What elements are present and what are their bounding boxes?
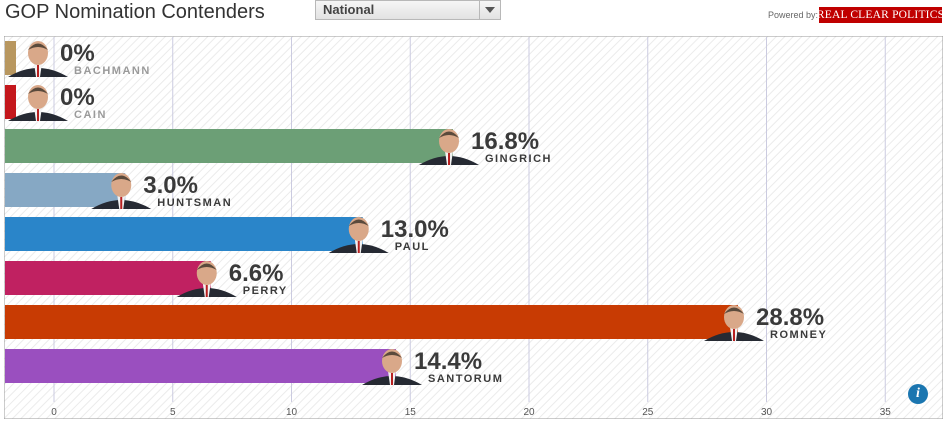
rcp-logo-text: REAL CLEAR POLITICS	[816, 9, 945, 21]
region-select-value: National	[323, 2, 375, 17]
candidate-photo	[176, 261, 237, 297]
value-label: 14.4%	[414, 348, 482, 375]
x-tick-label: 0	[51, 407, 57, 418]
bar[interactable]	[5, 173, 126, 207]
bar-row-huntsman[interactable]: 3.0%HUNTSMAN	[5, 172, 232, 209]
candidate-photo	[328, 217, 389, 253]
bar-row-santorum[interactable]: 14.4%SANTORUM	[5, 348, 503, 385]
category-label: HUNTSMAN	[157, 197, 232, 209]
category-label: BACHMANN	[74, 65, 151, 77]
powered-by-label: Powered by:	[768, 10, 819, 20]
x-tick-label: 10	[286, 407, 298, 418]
header: GOP Nomination Contenders National Power…	[0, 0, 948, 34]
x-tick-label: 20	[523, 407, 535, 418]
value-label: 28.8%	[756, 304, 824, 331]
category-label: SANTORUM	[428, 373, 503, 385]
bar[interactable]	[5, 349, 396, 383]
bar[interactable]	[5, 217, 363, 251]
region-select[interactable]: National	[315, 0, 501, 20]
x-tick-label: 15	[405, 407, 417, 418]
bar-row-paul[interactable]: 13.0%PAUL	[5, 216, 449, 253]
candidate-photo	[362, 349, 422, 385]
info-icon[interactable]: i	[908, 384, 928, 404]
value-label: 16.8%	[471, 128, 539, 155]
candidate-photo	[704, 305, 764, 341]
rcp-logo[interactable]: REAL CLEAR POLITICS	[816, 7, 945, 23]
bar-row-bachmann[interactable]: 0%BACHMANN	[5, 40, 151, 77]
value-label: 6.6%	[229, 260, 284, 287]
candidate-photo	[419, 129, 479, 165]
bar-row-gingrich[interactable]: 16.8%GINGRICH	[5, 128, 552, 165]
chevron-down-icon[interactable]	[479, 1, 500, 19]
category-label: PERRY	[243, 285, 288, 297]
bar-row-romney[interactable]: 28.8%ROMNEY	[5, 304, 827, 341]
bar[interactable]	[5, 41, 16, 75]
category-label: PAUL	[395, 241, 430, 253]
category-label: GINGRICH	[485, 153, 552, 165]
bar-row-cain[interactable]: 0%CAIN	[5, 84, 107, 121]
candidate-photo	[91, 173, 152, 209]
value-label: 0%	[60, 84, 95, 111]
candidate-photo	[8, 85, 68, 121]
category-label: CAIN	[74, 109, 107, 121]
bar[interactable]	[5, 85, 16, 119]
x-tick-label: 35	[880, 407, 892, 418]
value-label: 13.0%	[381, 216, 449, 243]
value-label: 3.0%	[143, 172, 198, 199]
category-label: ROMNEY	[770, 329, 827, 341]
bar[interactable]	[5, 129, 453, 163]
x-tick-label: 30	[761, 407, 773, 418]
page-title: GOP Nomination Contenders	[5, 1, 265, 23]
x-tick-label: 5	[170, 407, 176, 418]
x-tick-label: 25	[642, 407, 654, 418]
bar-row-perry[interactable]: 6.6%PERRY	[5, 260, 288, 297]
bar[interactable]	[5, 261, 211, 295]
bar[interactable]	[5, 305, 738, 339]
bar-chart: 0%BACHMANN0%CAIN16.8%GINGRICH3.0%HUNTSMA…	[4, 36, 943, 419]
value-label: 0%	[60, 40, 95, 67]
candidate-photo	[8, 41, 68, 77]
